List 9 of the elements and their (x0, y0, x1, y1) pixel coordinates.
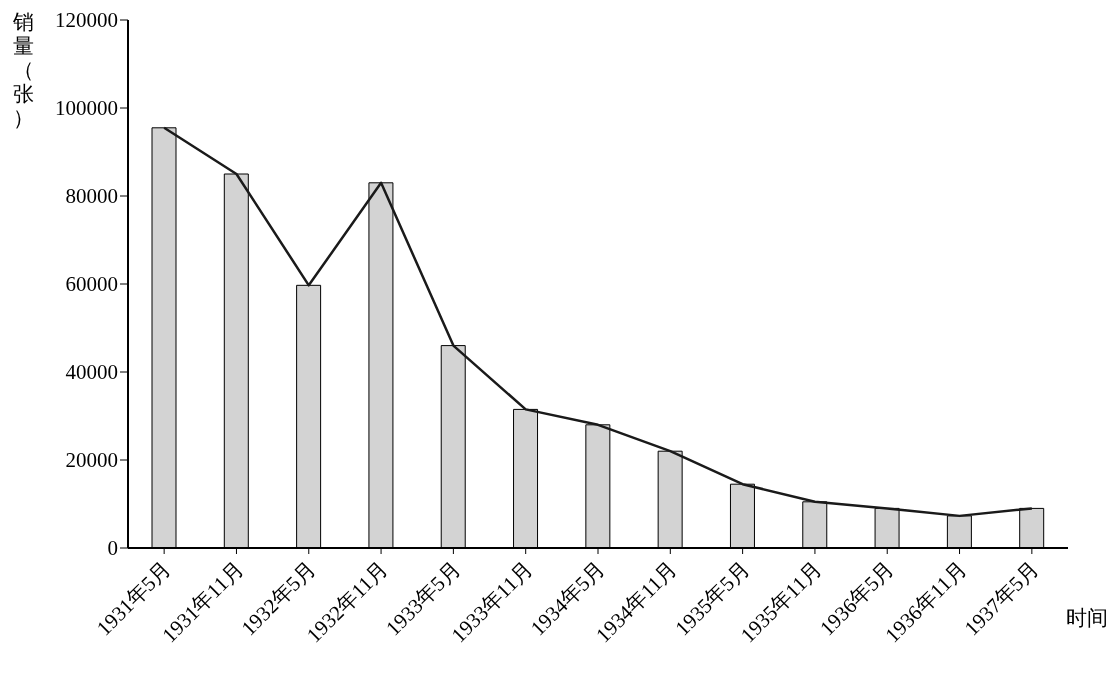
y-tick-label: 100000 (55, 96, 118, 121)
y-tick-label: 0 (107, 536, 118, 561)
x-axis-title: 时间 (1066, 605, 1108, 632)
y-axis-title: 销量（张） (11, 10, 35, 130)
y-tick-label: 80000 (65, 184, 118, 209)
y-tick-label: 40000 (65, 360, 118, 385)
y-tick-label: 20000 (65, 448, 118, 473)
y-tick-label: 120000 (55, 8, 118, 33)
y-tick-label: 60000 (65, 272, 118, 297)
